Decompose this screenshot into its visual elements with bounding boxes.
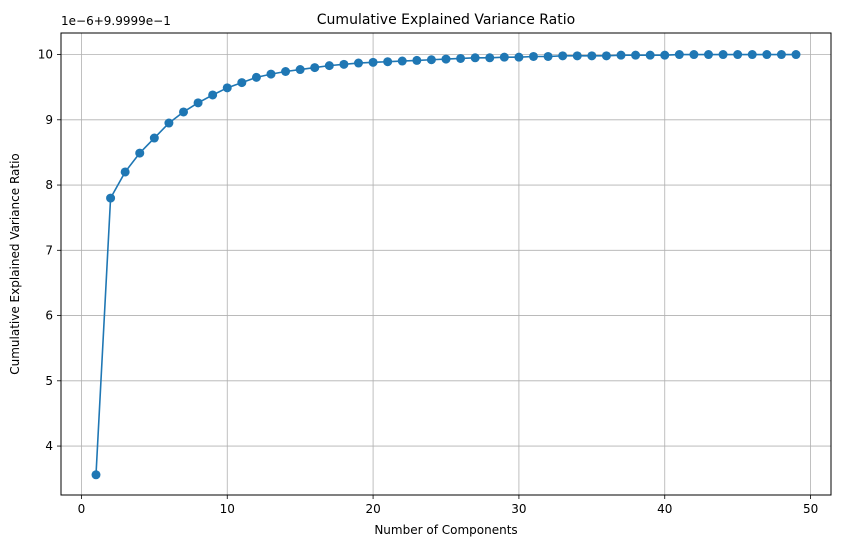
data-point (266, 69, 276, 79)
x-tick-label: 30 (511, 502, 526, 516)
data-point (791, 50, 801, 60)
data-point (674, 50, 684, 60)
data-point (733, 50, 743, 60)
x-tick-label: 20 (365, 502, 380, 516)
data-point (397, 56, 407, 66)
y-axis-ticks: 4 5 6 7 8 9 10 (38, 48, 61, 453)
x-tick-label: 50 (803, 502, 818, 516)
data-point (426, 55, 436, 65)
data-point (368, 57, 378, 67)
data-point (222, 83, 232, 93)
data-point (543, 51, 553, 61)
data-point (354, 58, 363, 68)
y-tick-label: 10 (38, 48, 53, 62)
x-tick-label: 40 (657, 502, 672, 516)
data-point (485, 53, 495, 63)
data-point (558, 51, 568, 61)
data-point (529, 51, 538, 61)
data-point (324, 61, 334, 71)
data-point (412, 55, 422, 65)
data-point (645, 50, 655, 60)
data-point (251, 72, 261, 82)
data-point (747, 50, 757, 60)
data-point (587, 51, 597, 61)
y-tick-label: 4 (45, 439, 53, 453)
data-point (295, 65, 305, 75)
data-point (383, 57, 393, 67)
data-point (616, 50, 626, 60)
data-point (339, 59, 349, 69)
x-axis-ticks: 0 10 20 30 40 50 (78, 495, 818, 516)
x-tick-label: 0 (78, 502, 86, 516)
series-layer (91, 50, 801, 480)
data-point (470, 53, 480, 63)
data-point (193, 98, 203, 108)
plot-frame (60, 32, 832, 496)
y-tick-label: 7 (45, 243, 53, 257)
y-axis-label: Cumulative Explained Variance Ratio (8, 153, 22, 375)
data-point (237, 78, 247, 88)
data-point (762, 50, 772, 60)
data-point (601, 51, 611, 61)
data-point (164, 118, 174, 128)
y-offset-label: 1e−6+9.9999e−1 (61, 14, 171, 28)
data-point (660, 50, 670, 60)
data-point (149, 133, 159, 143)
data-point (689, 50, 699, 60)
data-point (208, 90, 218, 100)
data-point (572, 51, 582, 61)
data-point (499, 52, 509, 62)
data-point (704, 50, 713, 60)
data-point (281, 67, 291, 76)
data-point (91, 470, 101, 480)
data-point (120, 167, 130, 177)
y-tick-label: 9 (45, 113, 53, 127)
y-tick-label: 6 (45, 309, 53, 323)
data-point (718, 50, 728, 60)
data-point (776, 50, 786, 60)
data-point (135, 148, 145, 158)
y-tick-label: 8 (45, 178, 53, 192)
data-point (106, 193, 116, 203)
data-point (631, 50, 641, 60)
data-point (310, 63, 320, 73)
chart-title: Cumulative Explained Variance Ratio (317, 12, 575, 28)
data-point (441, 54, 451, 64)
data-point (179, 107, 188, 117)
x-axis-label: Number of Components (374, 523, 517, 537)
y-tick-label: 5 (45, 374, 53, 388)
x-tick-label: 10 (220, 502, 235, 516)
data-point (456, 53, 466, 63)
data-point (514, 52, 524, 62)
